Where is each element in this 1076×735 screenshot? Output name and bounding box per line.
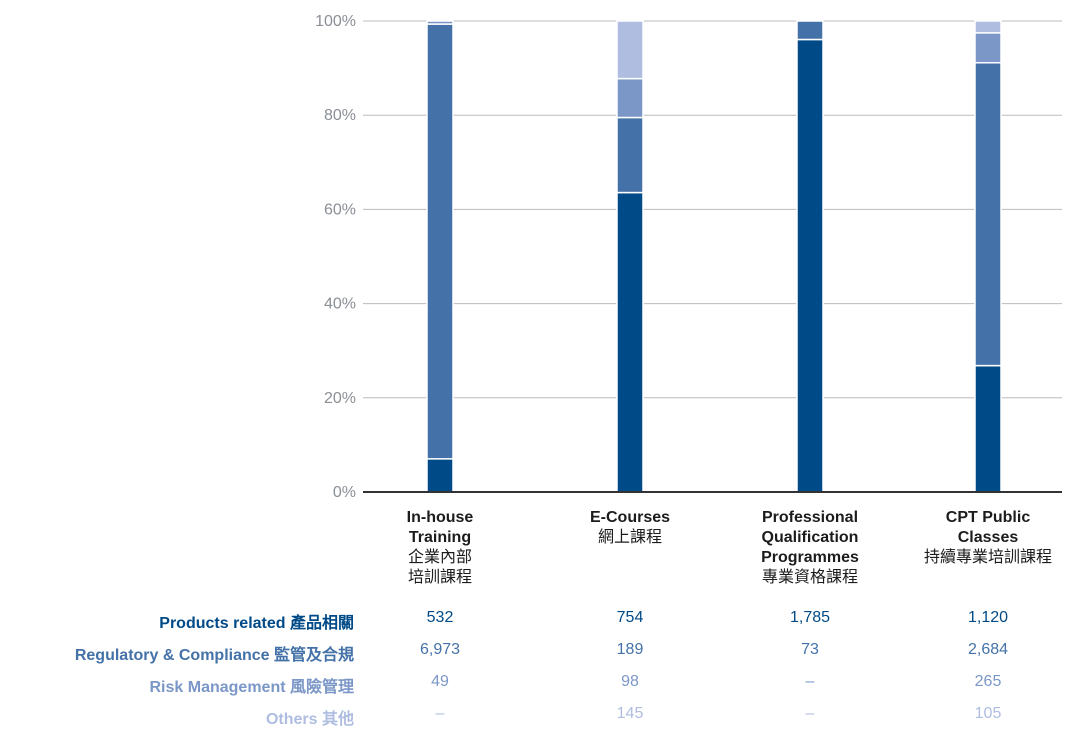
table-cell: 2,684 <box>967 641 1009 658</box>
category-label-zh: 培訓課程 <box>407 569 472 586</box>
bar-segment <box>796 20 824 41</box>
category-label: Professional Qualification Programmes 專業資格課… <box>720 508 900 588</box>
category-label-zh: 專業資格課程 <box>761 569 858 586</box>
table-cell: – <box>805 673 815 690</box>
category-label-en: E-Courses <box>589 509 671 526</box>
bar-segment <box>426 23 454 460</box>
category-label: E-Courses 網上課程 <box>540 508 720 548</box>
stacked-bar-chart: 0% 20% 40% 60% 80% 100% <box>315 13 1062 500</box>
category-label-en: Professional <box>761 509 859 526</box>
bar-segment <box>616 116 644 194</box>
table-cell: 1,120 <box>967 609 1009 626</box>
bar-segment <box>796 38 824 493</box>
row-label: Regulatory & Compliance 監管及合規 <box>74 647 354 664</box>
bar-segment <box>974 32 1002 64</box>
y-tick-label: 40% <box>324 296 356 313</box>
y-tick-label: 20% <box>324 390 356 407</box>
y-tick-label: 100% <box>315 13 356 30</box>
table-cell: 105 <box>974 705 1002 722</box>
table-cell: 49 <box>431 673 449 690</box>
bar-segment <box>616 20 644 80</box>
category-label-en: Training <box>408 529 472 546</box>
y-axis-ticks: 0% 20% 40% 60% 80% 100% <box>315 13 356 500</box>
bar-segment <box>974 20 1002 34</box>
row-label: Risk Management 風險管理 <box>149 679 355 696</box>
category-label-zh: 網上課程 <box>597 529 662 546</box>
table-cell: 1,785 <box>789 609 831 626</box>
y-tick-label: 60% <box>324 201 356 218</box>
bar-segment <box>974 364 1002 493</box>
category-label-zh: 企業內部 <box>407 549 472 566</box>
row-label: Products related 產品相關 <box>159 615 354 632</box>
category-label-en: CPT Public <box>945 509 1031 526</box>
table-cell: 189 <box>616 641 644 658</box>
table-cell: 73 <box>801 641 819 658</box>
table-cell: 754 <box>616 609 644 626</box>
y-tick-label: 0% <box>333 484 356 500</box>
bar-segment <box>974 62 1002 367</box>
category-label-en: Classes <box>957 529 1019 546</box>
bars <box>426 20 1002 493</box>
table-cell: 265 <box>974 673 1002 690</box>
category-label-en: Programmes <box>761 549 859 566</box>
bar-segment <box>616 77 644 119</box>
category-label-en: In-house <box>406 509 474 526</box>
table-cell: 6,973 <box>419 641 461 658</box>
category-label: CPT Public Classes 持續專業培訓課程 <box>898 508 1076 568</box>
category-label-zh: 持續專業培訓課程 <box>923 549 1052 566</box>
table-cell: 532 <box>426 609 454 626</box>
grid-lines <box>363 20 1062 399</box>
category-label: In-house Training 企業內部培訓課程 <box>350 508 530 588</box>
table-cell: 145 <box>616 705 644 722</box>
bar-segment <box>426 20 454 25</box>
category-label-en: Qualification <box>761 529 859 546</box>
table-cell: 98 <box>621 673 639 690</box>
row-label: Others 其他 <box>265 711 354 728</box>
bar-segment <box>616 191 644 493</box>
y-tick-label: 80% <box>324 107 356 124</box>
bar-segment <box>426 458 454 493</box>
table-cell: – <box>805 705 815 722</box>
table-cell: – <box>435 705 445 722</box>
